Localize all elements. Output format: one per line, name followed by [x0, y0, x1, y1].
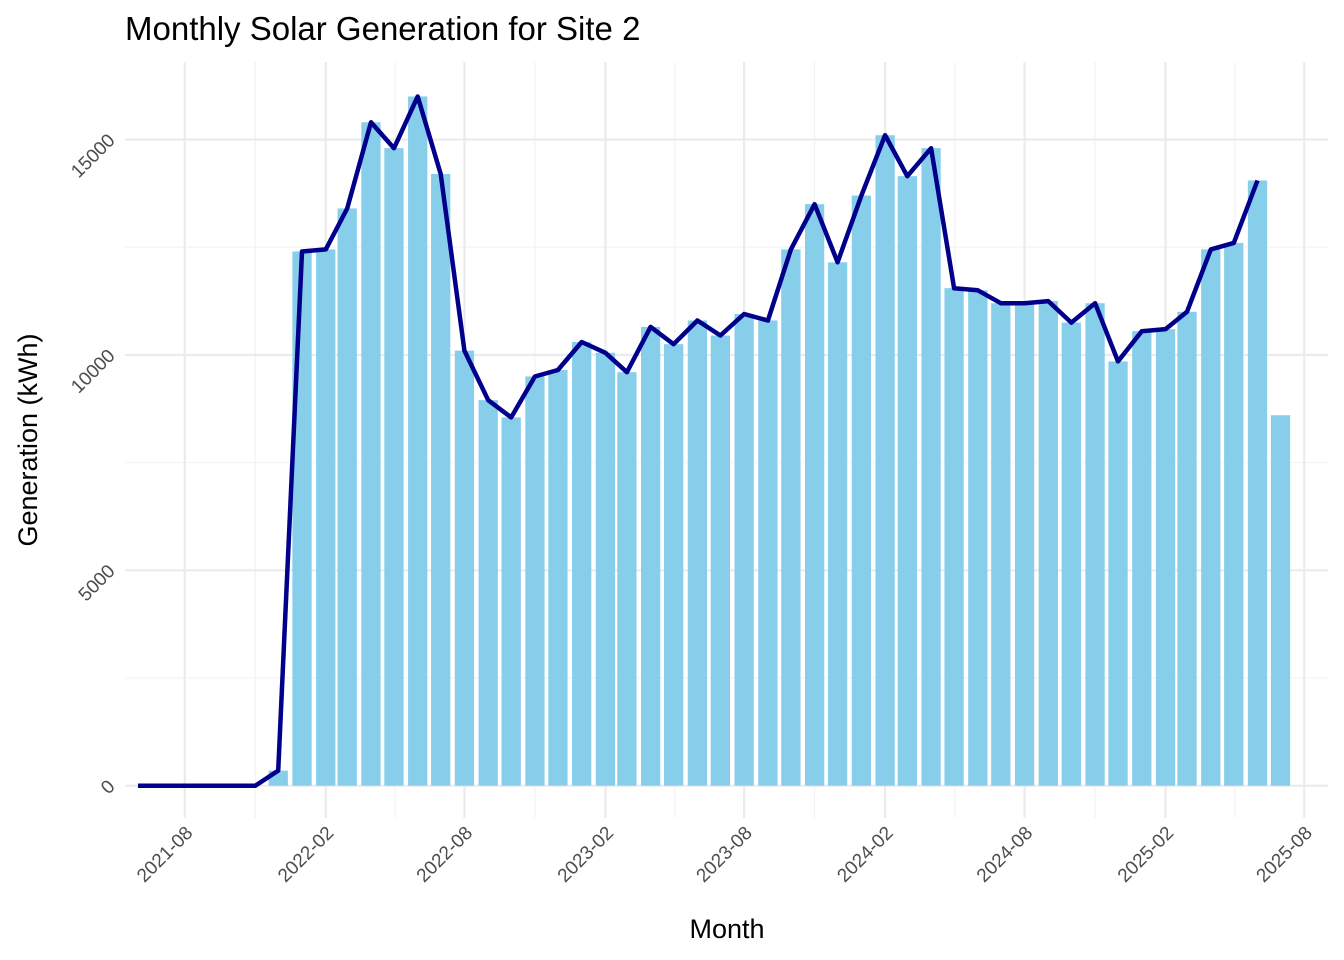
bar	[734, 314, 754, 786]
bar	[1038, 301, 1058, 786]
bar	[478, 400, 498, 786]
bar	[1224, 242, 1244, 786]
bar	[804, 204, 825, 786]
bar	[1201, 249, 1221, 786]
bar	[1155, 329, 1176, 786]
bar-series	[268, 96, 1291, 786]
y-tick-label: 10000	[67, 346, 119, 398]
x-axis-title: Month	[689, 914, 764, 944]
x-tick-label: 2024-08	[973, 823, 1037, 887]
bar	[572, 342, 592, 786]
line-series	[138, 94, 1260, 788]
bar	[921, 148, 941, 786]
x-tick-label: 2023-02	[554, 823, 618, 887]
bar	[827, 262, 848, 786]
bar	[968, 290, 988, 786]
y-tick-label: 5000	[75, 561, 120, 606]
bar	[617, 372, 637, 786]
x-axis-ticks: 2021-08 2022-02 2022-08 2023-02 2023-08 2024-…	[133, 823, 1317, 887]
bar	[292, 251, 312, 786]
bar	[595, 352, 616, 786]
bar	[361, 122, 381, 786]
bar	[316, 249, 336, 786]
bar	[1061, 322, 1081, 786]
x-tick-label: 2025-02	[1114, 823, 1178, 887]
bar	[641, 326, 661, 786]
bar	[1085, 303, 1105, 786]
x-tick-label: 2025-08	[1253, 823, 1317, 887]
series-line	[138, 94, 1260, 788]
bar	[1177, 311, 1197, 786]
chart-title: Monthly Solar Generation for Site 2	[125, 10, 641, 47]
bar	[663, 344, 684, 786]
x-tick-label: 2024-02	[833, 823, 897, 887]
bar	[897, 176, 917, 786]
bar	[548, 370, 568, 786]
bar	[944, 288, 964, 786]
bar	[1132, 331, 1152, 786]
bar	[710, 335, 731, 786]
bar	[781, 249, 801, 786]
bar	[384, 148, 404, 786]
bar	[525, 376, 545, 786]
bar	[991, 303, 1011, 786]
bar	[1014, 303, 1035, 786]
bar	[337, 208, 357, 786]
y-tick-label: 0	[97, 776, 119, 798]
bar	[875, 135, 895, 786]
x-tick-label: 2022-08	[413, 823, 477, 887]
y-axis-title: Generation (kWh)	[13, 333, 43, 546]
y-tick-label: 15000	[67, 130, 119, 182]
x-tick-label: 2023-08	[693, 823, 757, 887]
bar	[758, 320, 778, 786]
bar	[1108, 361, 1128, 786]
bar	[687, 320, 708, 786]
bar	[851, 195, 871, 786]
bar	[501, 417, 521, 786]
bar	[408, 96, 428, 786]
bar	[454, 350, 475, 786]
x-tick-label: 2021-08	[133, 823, 197, 887]
x-tick-label: 2022-02	[274, 823, 338, 887]
bar	[431, 174, 451, 786]
bar	[1270, 415, 1291, 786]
y-axis-ticks: 0 5000 10000 15000	[67, 130, 119, 798]
bar	[1247, 180, 1268, 786]
